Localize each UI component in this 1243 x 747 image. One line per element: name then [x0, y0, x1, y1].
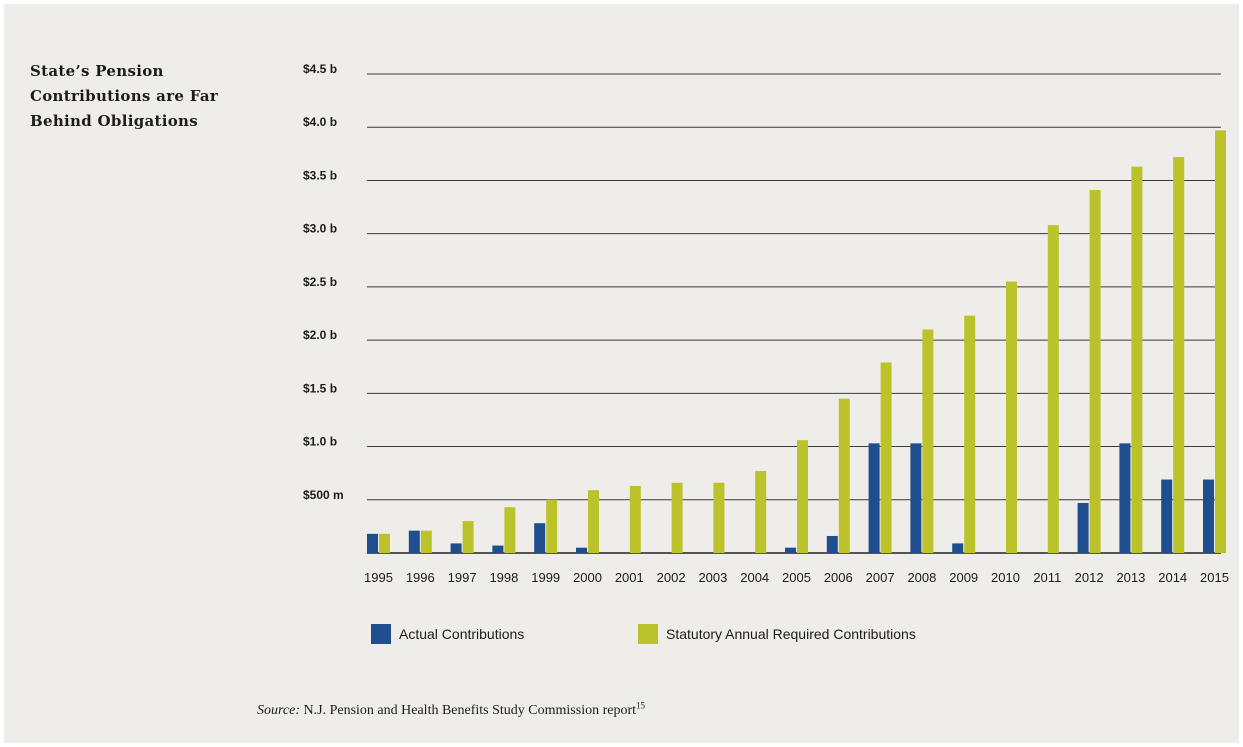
- bar-required-2012: [1089, 190, 1101, 553]
- source-note: Source: N.J. Pension and Health Benefits…: [257, 700, 646, 719]
- bar-required-2003: [713, 482, 725, 553]
- title-line-1: State’s Pension: [30, 62, 164, 80]
- bar-actual-1996: [408, 530, 420, 553]
- bar-chart: $500 m $1.0 b $1.5 b $2.0 b $2.5 b $3.0 b $3.5…: [303, 62, 1229, 585]
- y-tick-label: $2.0 b: [303, 328, 337, 342]
- bar-actual-1999: [534, 523, 546, 553]
- x-tick-label: 2015: [1200, 570, 1229, 585]
- bar-required-2014: [1173, 157, 1185, 553]
- y-tick-label: $4.0 b: [303, 115, 337, 129]
- bar-actual-2015: [1203, 479, 1214, 553]
- y-tick-label: $3.5 b: [303, 168, 337, 182]
- bar-required-1995: [379, 533, 390, 553]
- x-tick-label: 2000: [573, 570, 602, 585]
- title-line-2: Contributions are Far: [30, 87, 219, 105]
- bar-actual-2009: [952, 543, 964, 553]
- bar-required-2011: [1047, 225, 1059, 553]
- source-label: Source:: [257, 703, 301, 718]
- x-tick-label: 2008: [907, 570, 936, 585]
- x-tick-label: 2006: [824, 570, 853, 585]
- bar-actual-2008: [910, 443, 922, 553]
- bar-required-1996: [420, 530, 432, 553]
- x-tick-label: 1997: [448, 570, 477, 585]
- bar-required-2005: [797, 440, 808, 553]
- bar-actual-2012: [1077, 502, 1089, 553]
- source-text: N.J. Pension and Health Benefits Study C…: [303, 703, 637, 718]
- y-tick-label: $3.0 b: [303, 222, 337, 236]
- x-tick-label: 2003: [698, 570, 727, 585]
- bar-required-2010: [1006, 281, 1017, 553]
- bar-actual-1997: [450, 543, 462, 553]
- bar-actual-2000: [576, 547, 587, 553]
- x-tick-label: 2001: [615, 570, 644, 585]
- legend-item-actual: Actual Contributions: [371, 624, 524, 644]
- x-tick-label: 2011: [1033, 570, 1061, 585]
- legend-swatch-required: [638, 624, 658, 644]
- x-tick-label: 2014: [1158, 570, 1187, 585]
- x-tick-label: 2012: [1075, 570, 1104, 585]
- legend-label-required: Statutory Annual Required Contributions: [666, 626, 916, 642]
- legend: Actual Contributions Statutory Annual Re…: [0, 624, 1235, 654]
- legend-label-actual: Actual Contributions: [399, 626, 525, 642]
- bar-required-2015: [1215, 130, 1226, 553]
- y-tick-label: $1.0 b: [303, 435, 337, 449]
- bar-required-2013: [1131, 166, 1143, 553]
- bar-actual-2014: [1161, 479, 1173, 553]
- bar-required-2006: [838, 398, 850, 553]
- y-tick-label: $2.5 b: [303, 275, 337, 289]
- bar-required-1997: [462, 521, 474, 553]
- x-tick-label: 1998: [489, 570, 518, 585]
- bar-required-2007: [880, 362, 892, 553]
- bar-required-2000: [588, 490, 599, 553]
- bar-required-2001: [629, 485, 641, 553]
- x-tick-label: 2010: [991, 570, 1020, 585]
- bar-required-1998: [504, 507, 516, 553]
- x-tick-label: 2004: [740, 570, 769, 585]
- bar-actual-2005: [785, 547, 796, 553]
- x-tick-label: 2013: [1116, 570, 1145, 585]
- x-tick-label: 2005: [782, 570, 811, 585]
- source-footnote: 15: [636, 700, 646, 711]
- bar-actual-1998: [492, 545, 504, 553]
- bar-required-2009: [964, 315, 976, 553]
- x-tick-label: 2009: [949, 570, 978, 585]
- bar-actual-2007: [868, 443, 880, 553]
- legend-item-required: Statutory Annual Required Contributions: [638, 624, 916, 644]
- bar-required-1999: [546, 499, 558, 553]
- x-tick-label: 2002: [657, 570, 686, 585]
- legend-swatch-actual: [371, 624, 391, 644]
- y-tick-label: $4.5 b: [303, 62, 337, 76]
- y-tick-label: $500 m: [303, 488, 344, 502]
- bar-required-2002: [671, 482, 683, 553]
- x-tick-label: 1999: [531, 570, 560, 585]
- bar-required-2008: [922, 329, 934, 553]
- x-tick-label: 1996: [406, 570, 435, 585]
- title-line-3: Behind Obligations: [30, 112, 198, 130]
- x-tick-label: 1995: [364, 570, 393, 585]
- bar-actual-1995: [367, 533, 378, 553]
- bar-actual-2006: [826, 535, 838, 553]
- x-tick-label: 2007: [866, 570, 895, 585]
- bar-required-2004: [755, 471, 767, 553]
- bar-actual-2013: [1119, 443, 1131, 553]
- y-tick-label: $1.5 b: [303, 381, 337, 395]
- chart-title: State’s Pension Contributions are Far Be…: [30, 59, 250, 134]
